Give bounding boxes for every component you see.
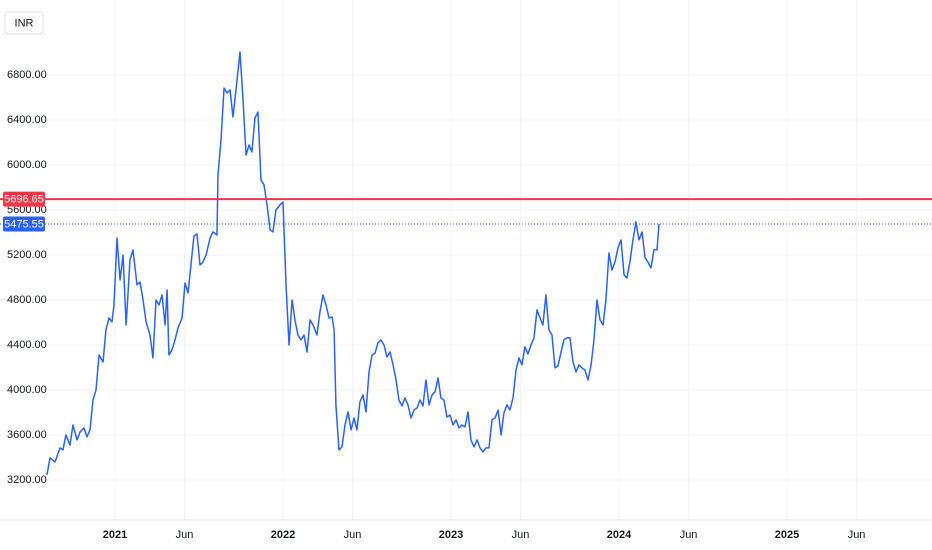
x-tick-label: 2023 xyxy=(439,529,463,541)
x-tick-label: 2025 xyxy=(775,529,799,541)
last-price-badge xyxy=(3,216,45,232)
currency-label[interactable]: INR xyxy=(15,17,34,29)
x-tick-label: Jun xyxy=(344,529,362,541)
alert-badge xyxy=(3,191,45,207)
y-tick-label: 4400.00 xyxy=(7,339,47,351)
x-tick-label: 2022 xyxy=(271,529,295,541)
y-tick-label: 6000.00 xyxy=(7,159,47,171)
y-tick-label: 4800.00 xyxy=(7,294,47,306)
alert-label: 5696.65 xyxy=(4,194,44,206)
y-tick-label: 3600.00 xyxy=(7,429,47,441)
axis-labels: 3200.00 3600.00 4000.00 4400.00 4800.00 5200.… xyxy=(0,69,932,541)
x-tick-label: Jun xyxy=(848,529,866,541)
price-line xyxy=(46,51,660,476)
x-tick-label: Jun xyxy=(176,529,194,541)
y-tick-label: 6800.00 xyxy=(7,69,47,81)
x-tick-label: Jun xyxy=(680,529,698,541)
y-tick-label: 5600.00 xyxy=(7,204,47,216)
last-price-label: 5475.55 xyxy=(4,218,44,230)
x-tick-label: 2021 xyxy=(103,529,127,541)
y-tick-label: 5200.00 xyxy=(7,249,47,261)
y-tick-label: 6400.00 xyxy=(7,114,47,126)
y-tick-label: 4000.00 xyxy=(7,384,47,396)
x-tick-label: Jun xyxy=(512,529,530,541)
x-tick-label: 2024 xyxy=(607,529,632,541)
currency-badge[interactable] xyxy=(4,11,44,35)
plot xyxy=(0,51,932,476)
grid xyxy=(0,0,932,520)
y-tick-label: 3200.00 xyxy=(7,474,47,486)
